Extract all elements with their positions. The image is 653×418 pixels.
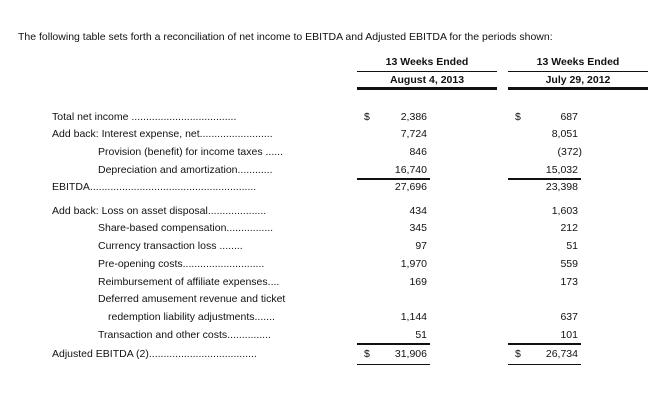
table-row-share-based-comp: Share-based compensation................… — [0, 222, 653, 236]
divider — [508, 71, 648, 72]
value-2013: 51 — [415, 329, 427, 341]
currency-symbol: $ — [515, 348, 521, 360]
value-2012: 559 — [560, 258, 578, 270]
subtotal-line — [508, 178, 581, 180]
value-2012: (372) — [557, 146, 582, 158]
divider — [508, 87, 648, 90]
value-2012: 173 — [560, 276, 578, 288]
row-label: Depreciation and amortization...........… — [98, 164, 273, 176]
row-label: Pre-opening costs.......................… — [98, 258, 265, 270]
column-heading-2: 13 Weeks Ended — [536, 56, 620, 68]
value-2012: 26,734 — [545, 348, 578, 360]
table-row-ebitda: EBITDA..................................… — [0, 181, 653, 195]
value-2013: 31,906 — [394, 348, 427, 360]
table-row-currency-loss: Currency transaction loss ........ 97 51 — [0, 240, 653, 254]
row-label: Currency transaction loss ........ — [98, 240, 243, 252]
subtotal-line — [357, 343, 430, 345]
table-row-deferred-amusement: Deferred amusement revenue and ticket — [0, 293, 653, 307]
value-2013: 7,724 — [400, 128, 427, 140]
table-row-loss-asset-disposal: Add back: Loss on asset disposal........… — [0, 205, 653, 219]
column-heading-1: 13 Weeks Ended — [385, 56, 469, 68]
value-2012: 637 — [560, 311, 578, 323]
value-2012: 23,398 — [545, 181, 578, 193]
row-label: Deferred amusement revenue and ticket — [98, 293, 286, 305]
value-2013: 2,386 — [400, 111, 427, 123]
value-2012: 687 — [560, 111, 578, 123]
row-label: Total net income .......................… — [52, 111, 237, 123]
currency-symbol: $ — [515, 111, 521, 123]
row-label: Provision (benefit) for income taxes ...… — [98, 146, 283, 158]
value-2012: 1,603 — [551, 205, 578, 217]
value-2012: 51 — [566, 240, 578, 252]
value-2013: 345 — [409, 222, 427, 234]
table-row-total-net-income: Total net income .......................… — [0, 111, 653, 125]
value-2013: 1,970 — [400, 258, 427, 270]
subtotal-line — [508, 343, 581, 345]
value-2013: 846 — [409, 146, 427, 158]
total-line — [357, 364, 430, 365]
row-label: Share-based compensation................ — [98, 222, 274, 234]
table-row-income-taxes: Provision (benefit) for income taxes ...… — [0, 146, 653, 160]
row-label: Add back: Loss on asset disposal........… — [52, 205, 267, 217]
row-label: EBITDA..................................… — [52, 181, 257, 193]
value-2013: 1,144 — [400, 311, 427, 323]
row-label: Adjusted EBITDA (2).....................… — [52, 348, 257, 360]
table-row-reimbursement: Reimbursement of affiliate expenses.... … — [0, 276, 653, 290]
value-2013: 16,740 — [394, 164, 427, 176]
table-row-transaction-costs: Transaction and other costs.............… — [0, 329, 653, 343]
subtotal-line — [357, 178, 430, 180]
value-2012: 212 — [560, 222, 578, 234]
column-date-2: July 29, 2012 — [545, 74, 611, 86]
divider — [357, 71, 497, 72]
row-label: redemption liability adjustments....... — [108, 311, 275, 323]
currency-symbol: $ — [364, 111, 370, 123]
value-2013: 27,696 — [394, 181, 427, 193]
intro-text: The following table sets forth a reconci… — [18, 31, 553, 43]
value-2012: 15,032 — [545, 164, 578, 176]
table-row-adjusted-ebitda: Adjusted EBITDA (2).....................… — [0, 348, 653, 362]
row-label: Transaction and other costs.............… — [98, 329, 271, 341]
value-2012: 101 — [560, 329, 578, 341]
value-2013: 97 — [415, 240, 427, 252]
value-2013: 169 — [409, 276, 427, 288]
currency-symbol: $ — [364, 348, 370, 360]
row-label: Add back: Interest expense, net.........… — [52, 128, 273, 140]
value-2012: 8,051 — [551, 128, 578, 140]
divider — [357, 87, 497, 90]
table-row-interest-expense: Add back: Interest expense, net.........… — [0, 128, 653, 142]
table-row-pre-opening: Pre-opening costs.......................… — [0, 258, 653, 272]
total-line — [508, 364, 581, 365]
column-date-1: August 4, 2013 — [389, 74, 465, 86]
value-2013: 434 — [409, 205, 427, 217]
table-row-redemption-liability: redemption liability adjustments....... … — [0, 311, 653, 325]
row-label: Reimbursement of affiliate expenses.... — [98, 276, 280, 288]
table-row-depreciation: Depreciation and amortization...........… — [0, 164, 653, 178]
